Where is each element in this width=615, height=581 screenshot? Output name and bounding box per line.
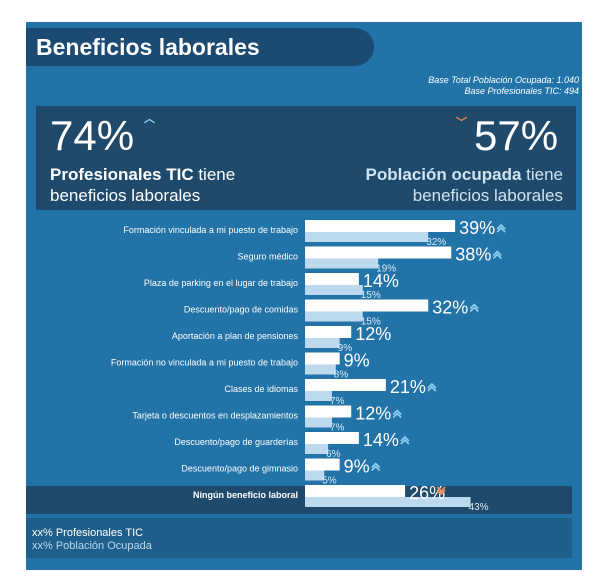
up-arrow-icon <box>492 253 502 260</box>
tic-bar <box>305 485 406 497</box>
pop-total-text: Población ocupada tiene beneficios labor… <box>366 164 563 206</box>
tic-bar <box>305 326 352 338</box>
up-arrow-icon <box>496 223 506 230</box>
up-arrow-icon <box>427 385 437 392</box>
tic-total-rest1: tiene <box>193 165 236 184</box>
tic-value-label: 14% <box>363 430 399 450</box>
pop-total-rest2: beneficios laborales <box>412 186 563 205</box>
category-label: Descuento/pago de comidas <box>184 305 299 315</box>
pop-value-label: 15% <box>361 317 381 328</box>
down-arrow-icon <box>436 486 446 493</box>
tic-value-label: 26% <box>409 483 445 503</box>
pop-value-label: 7% <box>330 423 345 434</box>
tic-value-label: 9% <box>344 457 370 477</box>
pop-bar <box>305 258 379 269</box>
category-label: Tarjeta o descuentos en desplazamientos <box>132 411 298 421</box>
tic-bar <box>305 405 352 418</box>
tic-bar <box>305 299 429 312</box>
tic-bar <box>305 273 359 285</box>
tic-value-label: 38% <box>455 245 491 265</box>
tic-total-bold: Profesionales TIC <box>50 165 194 184</box>
pop-bar <box>305 232 429 242</box>
tic-total-up-icon: ︿ <box>144 113 155 125</box>
tic-value-label: 14% <box>363 271 399 291</box>
category-label: Descuento/pago de gimnasio <box>181 464 298 474</box>
legend-box <box>26 518 572 558</box>
pop-bar <box>305 285 363 295</box>
up-arrow-icon <box>469 303 479 310</box>
tic-bar <box>305 432 359 444</box>
pop-value-label: 43% <box>469 502 489 513</box>
base-tic-note: Base Profesionales TIC: 494 <box>464 86 579 96</box>
pop-total-bold: Población ocupada <box>365 165 522 184</box>
pop-total-down-icon: ﹀ <box>456 117 467 129</box>
category-label: Plaza de parking en el lugar de trabajo <box>144 278 298 288</box>
pop-bar <box>305 338 340 348</box>
highlight-band <box>36 106 576 210</box>
category-label: Ningún beneficio laboral <box>193 490 298 500</box>
tic-bar <box>305 220 456 232</box>
pop-value-label: 8% <box>334 370 349 381</box>
tic-value-label: 32% <box>432 298 468 318</box>
no-benefit-band <box>26 486 572 514</box>
pop-total-pct: 57% <box>474 112 559 159</box>
up-arrow-icon <box>371 465 381 472</box>
up-arrow-icon <box>392 412 402 419</box>
pop-bar <box>305 470 325 481</box>
pop-value-label: 5% <box>322 476 337 487</box>
up-arrow-icon <box>400 438 410 445</box>
pop-bar <box>305 364 336 375</box>
category-label: Aportación a plan de pensiones <box>172 331 299 341</box>
pop-bar <box>305 311 363 322</box>
up-arrow-icon <box>469 306 479 313</box>
category-label: Formación vinculada a mi puesto de traba… <box>123 225 298 235</box>
up-arrow-icon <box>400 435 410 442</box>
up-arrow-icon <box>492 250 502 257</box>
pop-value-label: 32% <box>426 237 446 248</box>
pop-bar <box>305 444 329 454</box>
category-label: Descuento/pago de guarderías <box>174 437 298 447</box>
legend-tic: xx% Profesionales TIC <box>32 527 144 539</box>
up-arrow-icon <box>392 409 402 416</box>
category-label: Formación no vinculada a mi puesto de tr… <box>111 358 298 368</box>
pop-value-label: 9% <box>338 343 353 354</box>
up-arrow-icon <box>496 226 506 233</box>
tic-bar <box>305 458 340 471</box>
tic-total-pct: 74% <box>50 112 135 159</box>
down-arrow-icon <box>436 489 446 496</box>
category-label: Seguro médico <box>237 252 298 262</box>
tic-bar <box>305 379 386 391</box>
pop-bar <box>305 391 332 401</box>
tic-bar <box>305 352 340 365</box>
pop-value-label: 15% <box>361 290 381 301</box>
tic-total-rest2: beneficios laborales <box>50 186 201 205</box>
pop-total-rest1: tiene <box>521 165 563 184</box>
category-label: Clases de idiomas <box>224 384 298 394</box>
pop-value-label: 7% <box>330 396 345 407</box>
tic-value-label: 9% <box>344 351 370 371</box>
pop-value-label: 6% <box>326 449 341 460</box>
tic-value-label: 12% <box>355 404 391 424</box>
tic-value-label: 39% <box>459 218 495 238</box>
legend-pop: xx% Población Ocupada <box>32 540 152 552</box>
pop-bar <box>305 417 332 428</box>
title-bar <box>26 28 374 66</box>
up-arrow-icon <box>427 382 437 389</box>
page-title: Beneficios laborales <box>36 34 260 60</box>
tic-bar <box>305 246 452 259</box>
tic-value-label: 12% <box>355 324 391 344</box>
tic-value-label: 21% <box>390 377 426 397</box>
tic-total-text: Profesionales TIC tiene beneficios labor… <box>50 164 235 206</box>
up-arrow-icon <box>371 462 381 469</box>
pop-value-label: 19% <box>376 264 396 275</box>
base-total-note: Base Total Población Ocupada: 1.040 <box>428 75 579 85</box>
pop-bar <box>305 497 471 507</box>
